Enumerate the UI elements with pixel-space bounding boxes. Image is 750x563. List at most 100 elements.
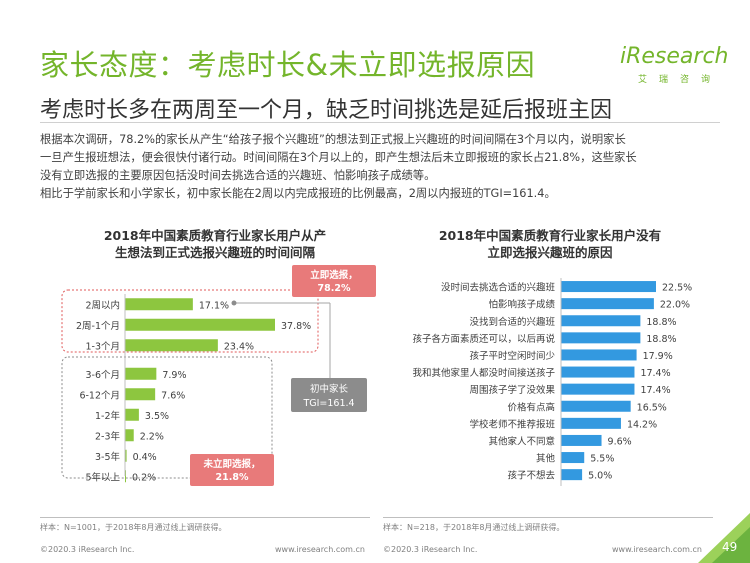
reason-bar-0 [561,281,656,293]
interval-value-label-5: 3.5% [145,411,169,422]
reason-bar-1 [561,298,654,310]
title-divider [40,122,720,123]
interval-value-label-7: 0.4% [133,452,157,463]
footer-copyright-left: ©2020.3 iResearch Inc. [40,545,135,554]
summary-line-3: 没有立即选报的主要原因包括没时间去挑选合适的兴趣班、怕影响孩子成绩等。 [40,169,436,182]
reason-category-label-3: 孩子各方面素质还可以，以后再说 [412,333,555,345]
reason-category-label-6: 周围孩子学了没效果 [469,384,555,396]
reason-category-label-0: 没时间去挑选合适的兴趣班 [441,282,556,294]
not-immediate-callout [190,454,274,486]
tgi-callout [291,378,367,412]
page-number: 49 [722,540,738,554]
reason-value-label-2: 18.8% [646,317,676,328]
footer-url-left: www.iresearch.com.cn [275,545,365,554]
interval-category-label-4: 6-12个月 [79,390,120,401]
summary-line-4: 相比于学前家长和小学家长，初中家长能在2周以内完成报班的比例最高，2周以内报班的… [40,187,556,200]
tgi-callout-line-1: 初中家长 [310,383,349,395]
interval-category-label-0: 2周以内 [85,299,120,311]
reason-category-label-1: 怕影响孩子成绩 [488,299,555,311]
reason-category-label-5: 我和其他家里人都没时间接送孩子 [412,367,555,379]
reason-category-label-8: 学校老师不推荐报班 [469,418,555,430]
reason-value-label-5: 17.4% [640,368,670,379]
interval-category-label-8: 5年以上 [85,471,120,483]
reason-category-label-10: 其他 [536,453,556,465]
reason-value-label-3: 18.8% [646,334,676,345]
footer-copyright-right: ©2020.3 iResearch Inc. [383,545,478,554]
reason-bar-7 [561,400,631,412]
immediate-group-outline [61,289,319,353]
interval-value-label-4: 7.6% [161,390,185,401]
summary-text: 根据本次调研，78.2%的家长从产生“给孩子报个兴趣班”的想法到正式报上兴趣班的… [40,131,720,203]
right-chart-title: 2018年中国素质教育行业家长用户没有 立即选报兴趣班的原因 [400,227,700,261]
footer-divider-left [40,517,370,518]
left-sample-note: 样本：N=1001，于2018年8月通过线上调研获得。 [40,523,227,532]
interval-bar-0 [125,298,193,311]
not-immediate-callout-label: 未立即选报， [202,458,260,470]
interval-value-label-2: 23.4% [224,341,254,352]
reason-bar-4 [561,349,637,361]
interval-category-label-5: 1-2年 [95,410,121,422]
reason-value-label-0: 22.5% [662,283,692,294]
interval-bar-2 [125,339,218,352]
corner-triangle-dark [712,527,750,563]
logo-cn-text: 艾瑞咨询 [638,75,723,85]
page-corner-decoration [698,513,750,563]
reason-value-label-9: 9.6% [608,436,632,447]
reason-bar-11 [561,469,583,481]
interval-category-label-7: 3-5年 [95,451,121,463]
interval-bar-6 [125,429,134,442]
reason-bar-10 [561,452,585,464]
right-chart-title-line-2: 立即选报兴趣班的原因 [487,245,613,260]
right-sample-note: 样本：N=218，于2018年8月通过线上调研获得。 [383,523,565,532]
interval-bar-1 [125,318,275,331]
page-title: 家长态度：考虑时长&未立即选报原因 [40,48,536,82]
interval-category-label-1: 2周-1个月 [76,321,120,332]
reason-bar-6 [561,383,635,395]
not-immediate-group-outline [61,356,273,479]
footer-url-right: www.iresearch.com.cn [612,545,702,554]
reason-bar-3 [561,332,641,344]
summary-line-2: 一旦产生报班想法，便会很快付诸行动。时间间隔在3个月以上的，即产生想法后未立即报… [40,151,637,164]
reason-value-label-4: 17.9% [643,351,673,362]
reason-value-label-8: 14.2% [627,419,657,430]
interval-category-label-3: 3-6个月 [85,370,120,381]
reason-value-label-7: 16.5% [637,402,667,413]
reason-bar-8 [561,417,621,429]
interval-category-label-2: 1-3个月 [85,341,120,352]
reason-value-label-10: 5.5% [590,454,614,465]
interval-value-label-6: 2.2% [140,431,164,442]
tgi-connector-dot [231,300,237,306]
immediate-callout-label: 立即选报， [310,269,358,281]
reason-value-label-11: 5.0% [588,471,612,482]
interval-bar-5 [125,408,139,421]
left-chart-title: 2018年中国素质教育行业家长用户从产 生想法到正式选报兴趣班的时间间隔 [70,227,360,261]
reason-category-label-4: 孩子平时空闲时间少 [469,350,555,362]
immediate-callout-value: 78.2% [318,283,351,294]
interval-bar-8 [125,470,126,483]
left-chart-title-line-2: 生想法到正式选报兴趣班的时间间隔 [114,245,315,260]
reason-value-label-1: 22.0% [660,300,690,311]
page-subtitle: 考虑时长多在两周至一个月，缺乏时间挑选是延后报班主因 [40,98,613,123]
interval-bar-4 [125,388,156,401]
reason-category-label-7: 价格有点高 [507,401,555,413]
immediate-callout [292,265,376,297]
reason-bar-2 [561,315,641,327]
right-chart-title-line-1: 2018年中国素质教育行业家长用户没有 [438,228,662,243]
tgi-callout-line-2: TGI=161.4 [302,398,354,409]
logo-text: iResearch [620,44,729,69]
footer-divider-right [383,517,713,518]
interval-value-label-0: 17.1% [199,300,229,311]
reason-category-label-11: 孩子不想去 [507,470,555,482]
reason-bar-9 [561,434,602,446]
not-immediate-callout-value: 21.8% [216,472,249,483]
interval-value-label-8: 0.2% [132,472,156,483]
reason-bar-5 [561,366,635,378]
reason-category-label-2: 没找到合适的兴趣班 [469,316,555,328]
interval-category-label-6: 2-3年 [95,430,121,442]
reason-category-label-9: 其他家人不同意 [488,435,555,447]
left-chart-title-line-1: 2018年中国素质教育行业家长用户从产 [103,228,327,243]
interval-value-label-3: 7.9% [162,370,186,381]
iresearch-logo: iResearch 艾瑞咨询 [620,40,730,86]
reason-value-label-6: 17.4% [640,385,670,396]
